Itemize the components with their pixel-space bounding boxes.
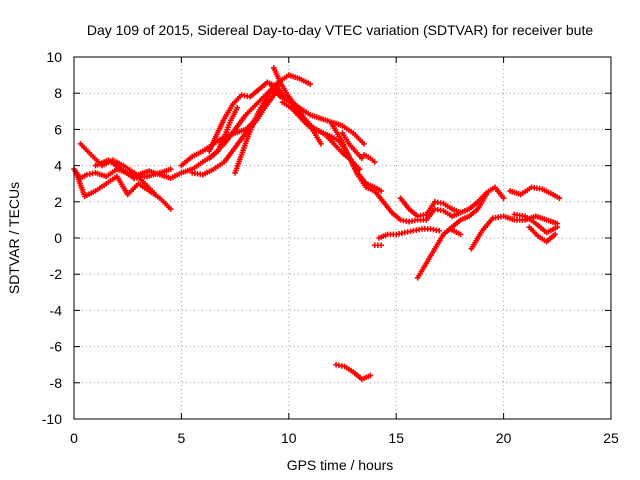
data-point [318, 141, 324, 147]
data-point [378, 242, 384, 249]
data-point [436, 227, 442, 234]
tick-labels: 0 5 10 15 20 25 -10 -8 -6 -4 -2 0 2 4 6 8 10 [42, 49, 619, 446]
series-track-19 [397, 195, 464, 220]
series-track-4 [92, 157, 174, 182]
data-point [307, 81, 314, 87]
series-track-16 [361, 151, 378, 165]
axis-ticks [73, 56, 612, 420]
data-point [556, 195, 563, 201]
data-point [152, 191, 159, 198]
x-tick-label: 15 [388, 430, 404, 446]
data-points [71, 65, 563, 382]
data-point [483, 191, 490, 198]
data-point [552, 231, 558, 238]
x-tick-label: 25 [603, 430, 619, 446]
y-tick-label: -2 [50, 266, 63, 282]
series-track-17 [376, 226, 442, 241]
data-point [167, 206, 174, 212]
y-tick-label: 0 [54, 230, 62, 246]
y-tick-label: -6 [50, 339, 63, 355]
data-point [367, 372, 374, 379]
data-point [167, 166, 174, 173]
data-point [361, 141, 367, 147]
y-tick-label: -10 [42, 411, 62, 427]
series-track-25 [511, 211, 561, 236]
data-point [554, 224, 561, 230]
data-point [457, 231, 464, 238]
series-track-21 [371, 242, 384, 249]
x-tick-label: 5 [178, 430, 186, 446]
data-point [371, 159, 378, 165]
y-tick-label: 2 [54, 194, 62, 210]
series-track-15 [339, 130, 365, 162]
y-axis-label: SDTVAR / TECUs [6, 182, 22, 294]
data-point [457, 209, 464, 216]
series-track-14 [328, 121, 384, 194]
x-tick-label: 10 [281, 430, 297, 446]
y-tick-label: -4 [50, 302, 63, 318]
data-point [378, 188, 384, 194]
x-tick-label: 0 [70, 430, 78, 446]
series-track-27 [333, 361, 374, 382]
data-point [359, 155, 365, 162]
chart-title: Day 109 of 2015, Sidereal Day-to-day VTE… [87, 22, 594, 38]
x-tick-label: 20 [496, 430, 512, 446]
grid [74, 57, 611, 419]
series-track-26 [526, 224, 558, 245]
x-axis-label: GPS time / hours [287, 457, 394, 473]
series-track-22 [447, 226, 464, 238]
y-tick-label: 4 [54, 158, 62, 174]
y-tick-label: -8 [50, 375, 63, 391]
data-point [234, 104, 241, 111]
series-track-24 [507, 184, 563, 201]
y-tick-label: 8 [54, 85, 62, 101]
series-track-18 [371, 184, 507, 225]
data-point [500, 195, 507, 201]
y-tick-label: 6 [54, 121, 62, 137]
series-track-7 [206, 104, 241, 162]
y-tick-label: 10 [46, 49, 62, 65]
